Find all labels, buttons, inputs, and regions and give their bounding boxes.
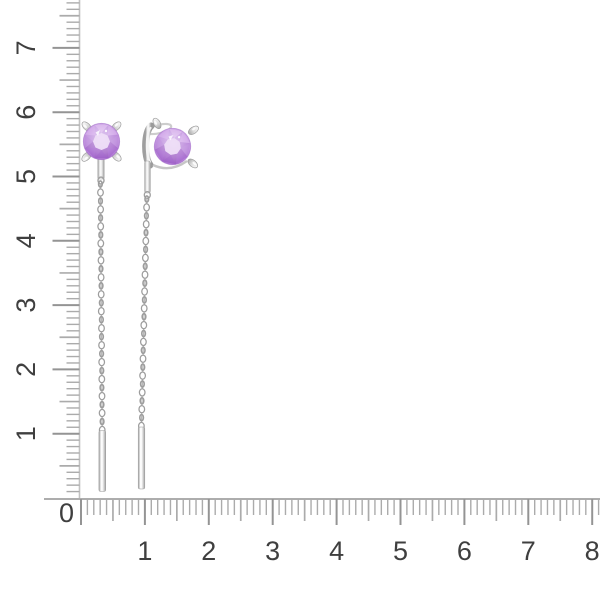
ruler-label: 7 bbox=[521, 536, 536, 566]
ruler-label: 2 bbox=[201, 536, 216, 566]
ruler-label: 5 bbox=[11, 169, 41, 184]
left-earring-loop bbox=[97, 176, 105, 185]
right-earring bbox=[137, 116, 201, 490]
left-earring-post bbox=[97, 157, 105, 180]
ruler-label: 3 bbox=[265, 536, 280, 566]
right-earring-loop bbox=[143, 190, 151, 200]
left-earring-bar bbox=[98, 430, 106, 492]
ruler-corner-zero-label: 0 bbox=[59, 498, 74, 528]
ruler-label: 1 bbox=[11, 426, 41, 441]
right-earring-basket-bottom bbox=[152, 160, 188, 170]
ruler-label: 3 bbox=[11, 298, 41, 313]
ruler-label: 6 bbox=[457, 536, 472, 566]
vertical-ruler-ticks bbox=[52, 2, 80, 493]
ruler-label: 2 bbox=[11, 362, 41, 377]
vertical-ruler-labels: 7 6 5 4 3 2 1 bbox=[11, 40, 41, 441]
horizontal-ruler-labels: 1 2 3 4 5 6 7 8 bbox=[137, 536, 599, 566]
ruler-label: 8 bbox=[585, 536, 600, 566]
ruler-label: 5 bbox=[393, 536, 408, 566]
left-earring bbox=[79, 119, 124, 492]
right-earring-bar bbox=[137, 426, 146, 490]
ruler-label: 7 bbox=[11, 40, 41, 55]
right-earring-basket-highlight bbox=[145, 126, 152, 164]
horizontal-ruler: 1 2 3 4 5 6 7 8 0 bbox=[44, 498, 600, 566]
left-earring-chain bbox=[97, 180, 106, 435]
left-earring-stone bbox=[82, 122, 121, 161]
right-earring-post bbox=[144, 160, 151, 194]
ruler-label: 4 bbox=[329, 536, 344, 566]
ruler-label: 1 bbox=[137, 536, 152, 566]
vertical-ruler: 7 6 5 4 3 2 1 bbox=[11, 0, 81, 499]
ruler-label: 6 bbox=[11, 105, 41, 120]
horizontal-ruler-ticks bbox=[80, 499, 600, 525]
ruler-label: 4 bbox=[11, 233, 41, 248]
right-earring-chain bbox=[137, 195, 151, 431]
